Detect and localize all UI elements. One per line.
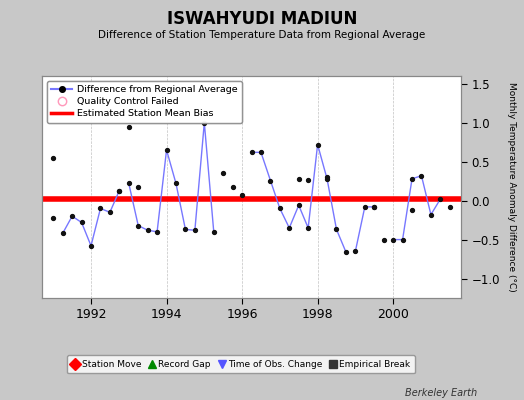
- Text: Berkeley Earth: Berkeley Earth: [405, 388, 477, 398]
- Legend: Station Move, Record Gap, Time of Obs. Change, Empirical Break: Station Move, Record Gap, Time of Obs. C…: [67, 356, 415, 374]
- Text: ISWAHYUDI MADIUN: ISWAHYUDI MADIUN: [167, 10, 357, 28]
- Text: Difference of Station Temperature Data from Regional Average: Difference of Station Temperature Data f…: [99, 30, 425, 40]
- Legend: Difference from Regional Average, Quality Control Failed, Estimated Station Mean: Difference from Regional Average, Qualit…: [47, 81, 242, 123]
- Y-axis label: Monthly Temperature Anomaly Difference (°C): Monthly Temperature Anomaly Difference (…: [507, 82, 516, 292]
